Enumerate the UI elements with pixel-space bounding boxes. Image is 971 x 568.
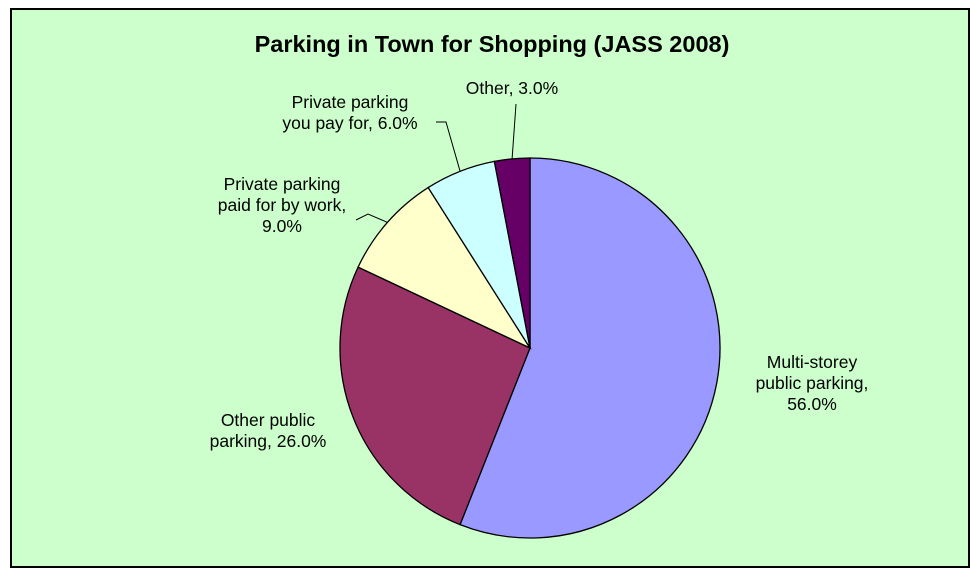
leader-line-4 bbox=[436, 121, 461, 172]
slice-label-4: Private parking you pay for, 6.0% bbox=[282, 92, 417, 133]
pie-slice-other bbox=[493, 157, 531, 349]
pie-slice-multi-storey-public-parking bbox=[459, 157, 721, 539]
leader-line-5 bbox=[511, 103, 517, 159]
slice-label-5: Other, 3.0% bbox=[466, 78, 558, 98]
slice-label-2: Other public parking, 26.0% bbox=[210, 410, 327, 451]
pie-slice-other-public-parking bbox=[339, 266, 531, 526]
slice-label-1: Multi-storey public parking, 56.0% bbox=[756, 352, 869, 414]
slice-label-3: Private parking paid for by work, 9.0% bbox=[218, 174, 346, 236]
leader-line-3 bbox=[355, 213, 388, 223]
chart-title: Parking in Town for Shopping (JASS 2008) bbox=[254, 31, 730, 57]
